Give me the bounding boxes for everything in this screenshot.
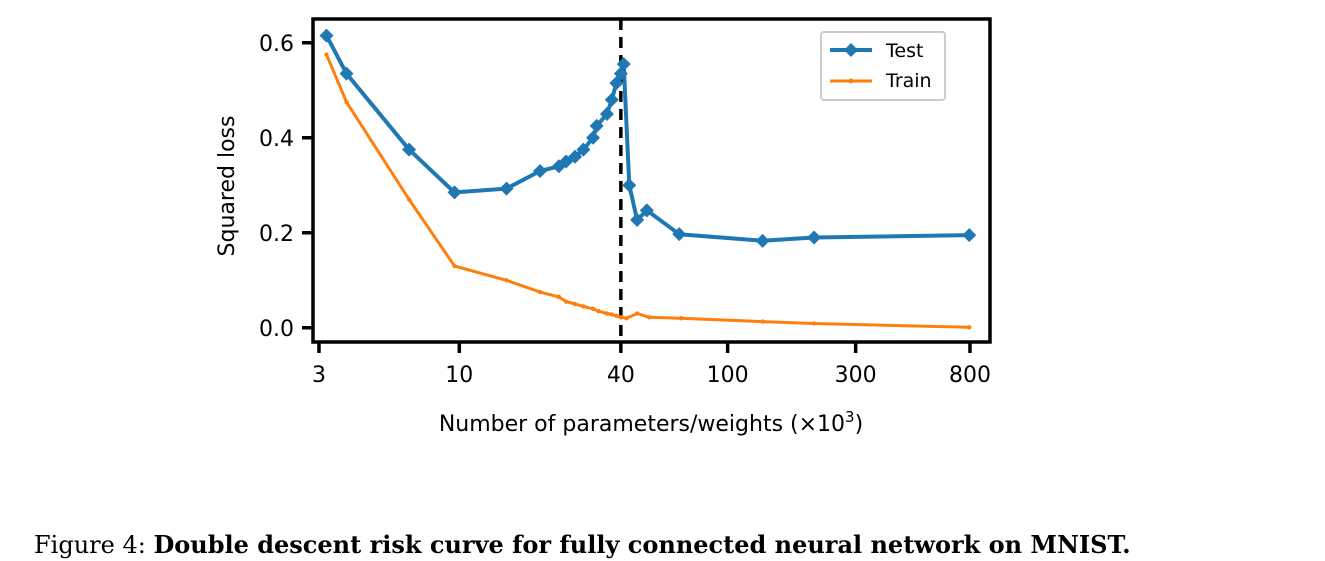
test-marker: [616, 57, 631, 72]
train-marker: [344, 99, 349, 105]
train-marker: [646, 315, 652, 320]
x-tick-label: 800: [949, 363, 991, 388]
caption-text: Double descent risk curve for fully conn…: [153, 530, 1131, 559]
test-marker: [319, 28, 334, 43]
legend-train-label: Train: [885, 70, 932, 92]
y-tick-label: 0.0: [259, 317, 294, 342]
train-marker: [406, 197, 412, 202]
legend-train-marker: [848, 78, 854, 84]
train-marker: [634, 311, 640, 316]
test-marker: [622, 178, 637, 193]
axis-ticks: 0.0 0.2 0.4 0.6 3 10 40 100 300 800: [259, 32, 991, 388]
train-marker: [760, 319, 765, 324]
train-marker: [614, 313, 619, 319]
test-marker: [586, 130, 601, 145]
figure-caption: Figure 4: Double descent risk curve for …: [34, 530, 1131, 559]
axes-frame: [311, 17, 992, 344]
train-marker: [604, 311, 610, 316]
plot-area: [319, 19, 977, 342]
train-marker: [678, 316, 684, 321]
chart: 0.00.20.40.63 10 40 100 300 800 Squared loss …: [215, 17, 992, 437]
x-axis-label: Number of parameters/weights (×103): [439, 408, 863, 437]
y-axis-label: Squared loss: [215, 116, 240, 257]
legend-test-label: Test: [885, 40, 923, 62]
x-tick-label: 3: [312, 363, 326, 388]
test-marker: [533, 164, 548, 178]
test-marker: [499, 181, 514, 196]
train-marker: [596, 308, 601, 314]
test-marker: [589, 118, 604, 133]
train-marker: [967, 325, 972, 330]
train-marker: [811, 321, 817, 326]
train-marker: [504, 278, 509, 283]
train-marker: [572, 301, 578, 307]
test-marker: [639, 203, 654, 218]
legend: Test Train: [820, 31, 946, 101]
train-marker: [563, 299, 569, 304]
test-marker: [630, 212, 645, 227]
test-marker: [568, 149, 583, 164]
y-tick-label: 0.6: [259, 32, 294, 57]
x-tick-label: 100: [707, 363, 749, 388]
y-tick-label: 0.4: [259, 127, 294, 152]
test-marker: [807, 230, 822, 245]
train-marker: [609, 312, 614, 317]
test-marker: [599, 107, 614, 121]
train-marker: [324, 52, 329, 57]
train-marker: [618, 315, 624, 320]
test-marker: [447, 185, 462, 200]
train-marker: [556, 294, 562, 300]
y-tick-label: 0.2: [259, 222, 294, 247]
test-line: [324, 34, 970, 243]
train-marker: [452, 263, 457, 269]
caption-label: Figure 4:: [34, 531, 154, 559]
x-tick-label: 40: [607, 363, 635, 388]
test-marker: [576, 142, 591, 157]
test-marker: [604, 92, 619, 107]
x-tick-label: 300: [835, 363, 877, 388]
test-marker: [962, 228, 977, 243]
test-marker: [339, 66, 354, 81]
train-marker: [581, 304, 586, 309]
train-marker: [537, 289, 543, 295]
x-tick-label: 10: [445, 363, 473, 388]
legend-test-marker: [844, 43, 858, 57]
train-marker: [624, 316, 629, 321]
test-marker: [402, 142, 417, 157]
test-marker: [755, 233, 770, 248]
train-marker: [590, 306, 596, 311]
test-marker: [672, 227, 687, 242]
